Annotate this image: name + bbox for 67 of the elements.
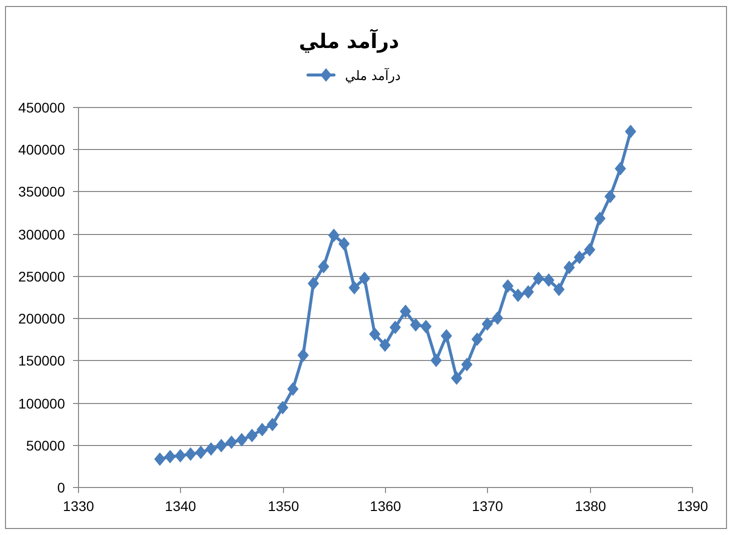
point <box>277 401 288 414</box>
chart-title: درآمد ملي <box>298 28 400 53</box>
point <box>472 332 483 346</box>
point <box>604 190 616 204</box>
x-tick-label: 1380 <box>574 498 606 514</box>
point <box>369 328 380 341</box>
y-tick-label: 150000 <box>18 352 66 368</box>
point <box>338 237 350 250</box>
y-tick-label: 200000 <box>18 310 66 326</box>
point <box>461 358 472 372</box>
point <box>492 312 504 325</box>
y-tick-label: 300000 <box>18 226 66 242</box>
point <box>625 124 636 138</box>
point <box>206 442 217 456</box>
x-tick-label: 1340 <box>164 498 196 514</box>
point <box>164 450 176 464</box>
point <box>553 282 564 296</box>
point <box>574 250 585 264</box>
point <box>328 228 340 242</box>
point <box>266 418 278 432</box>
point <box>533 272 544 285</box>
point <box>440 329 452 342</box>
point <box>348 281 360 294</box>
y-tick-label: 50000 <box>26 438 66 454</box>
point <box>390 320 401 334</box>
point <box>400 304 411 318</box>
y-tick-label: 100000 <box>18 396 66 412</box>
legend-item: درآمد ملي <box>306 68 401 84</box>
x-tick-label: 1370 <box>472 498 504 514</box>
point <box>236 433 248 446</box>
point <box>185 448 196 461</box>
point <box>359 272 370 285</box>
point <box>216 439 227 452</box>
x-tick-label: 1360 <box>370 498 402 514</box>
x-tick-label: 1330 <box>62 498 94 514</box>
point <box>430 354 442 367</box>
point <box>226 436 237 449</box>
point <box>410 318 422 332</box>
point <box>154 452 166 466</box>
point <box>614 162 626 176</box>
point <box>502 280 514 293</box>
y-tick-label: 350000 <box>18 184 66 200</box>
point <box>287 382 298 396</box>
point <box>512 288 524 302</box>
x-tick-label: 1350 <box>268 498 300 514</box>
point <box>308 276 319 290</box>
y-tick-label: 250000 <box>18 268 66 284</box>
point <box>380 338 390 352</box>
point <box>522 285 534 298</box>
y-tick-label: 0 <box>57 480 66 496</box>
point <box>256 423 268 436</box>
point <box>451 372 462 385</box>
y-tick-label: 400000 <box>18 142 66 158</box>
point <box>543 274 554 287</box>
point <box>420 320 432 334</box>
point <box>482 318 493 331</box>
point <box>594 212 606 225</box>
y-tick-label: 450000 <box>18 100 66 116</box>
point <box>298 348 309 362</box>
legend-label: درآمد ملي <box>345 67 401 84</box>
point <box>246 428 258 442</box>
point <box>318 260 330 274</box>
point <box>564 260 575 274</box>
point <box>174 449 186 462</box>
point <box>584 243 596 256</box>
x-tick-label: 1390 <box>676 498 708 514</box>
point <box>195 446 206 459</box>
